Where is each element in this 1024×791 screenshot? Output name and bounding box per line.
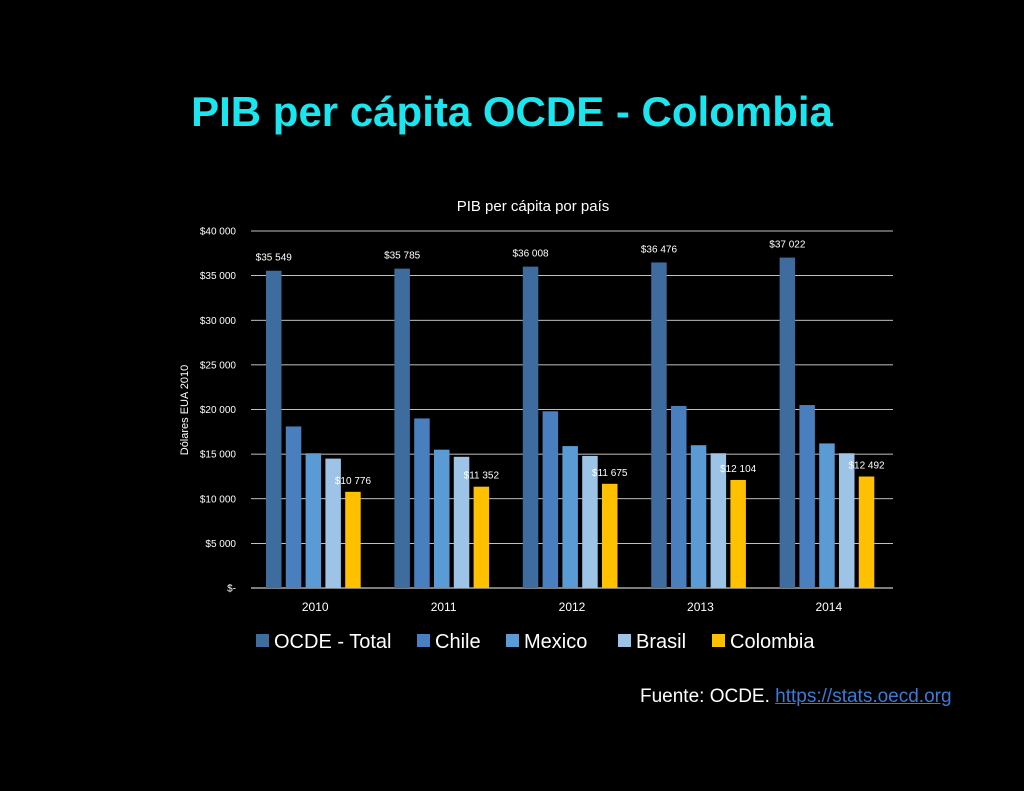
- source-prefix: Fuente: OCDE.: [640, 686, 770, 707]
- data-label: $36 008: [512, 249, 549, 260]
- bar: [671, 405, 687, 588]
- bar: [542, 411, 559, 588]
- data-label: $11 675: [592, 468, 628, 479]
- data-label: $35 549: [256, 253, 293, 264]
- x-tick-label: 2014: [815, 600, 842, 614]
- legend-label: Mexico: [524, 631, 587, 653]
- y-tick-label: $30 000: [200, 316, 237, 327]
- bar: [414, 418, 430, 588]
- legend-swatch: [506, 634, 519, 647]
- bar: [799, 405, 815, 588]
- bar: [651, 262, 667, 588]
- y-axis-label: Dólares EUA 2010: [179, 365, 191, 456]
- y-tick-label: $5 000: [205, 539, 236, 550]
- source-note: Fuente: OCDE. https://stats.oecd.org: [640, 686, 952, 708]
- bar: [730, 479, 746, 588]
- x-tick-labels: 2010 2011 2012 2013 2014: [302, 600, 843, 614]
- bar: [690, 445, 707, 588]
- bar: [602, 483, 618, 588]
- data-label: $35 785: [384, 251, 421, 262]
- legend-swatch: [712, 634, 725, 647]
- legend: OCDE - Total Chile Mexico Brasil Colombia: [256, 631, 815, 653]
- y-tick-label: $10 000: [200, 494, 237, 505]
- legend-label: OCDE - Total: [274, 631, 391, 653]
- data-labels: $35 549 $10 776 $35 785 $11 352 $36 008 $11 6…: [256, 240, 885, 487]
- y-tick-label: $25 000: [200, 360, 237, 371]
- data-label: $12 492: [848, 461, 885, 472]
- x-tick-label: 2011: [431, 600, 457, 614]
- bar: [779, 257, 796, 588]
- legend-label: Brasil: [636, 631, 686, 653]
- y-tick-label: $15 000: [200, 450, 237, 461]
- bar: [582, 455, 598, 588]
- bar: [285, 426, 302, 588]
- bar: [394, 268, 410, 588]
- bar: [819, 443, 835, 588]
- legend-swatch: [618, 634, 631, 647]
- bars: [266, 257, 875, 588]
- bar: [473, 486, 490, 588]
- legend-swatch: [417, 634, 430, 647]
- y-tick-labels: $- $5 000 $10 000 $15 000 $20 000 $25 000 $30 …: [200, 227, 237, 595]
- bar: [266, 270, 282, 588]
- bar: [710, 453, 727, 588]
- bar: [325, 458, 341, 588]
- y-tick-label: $-: [227, 584, 236, 595]
- legend-label: Chile: [435, 631, 481, 653]
- y-tick-label: $20 000: [200, 405, 237, 416]
- data-label: $12 104: [720, 464, 757, 475]
- bar: [839, 453, 855, 588]
- data-label: $11 352: [464, 471, 500, 482]
- bar: [345, 491, 361, 588]
- bar: [453, 456, 470, 588]
- slide-title: PIB per cápita OCDE - Colombia: [191, 88, 833, 135]
- x-tick-label: 2010: [302, 600, 329, 614]
- bar: [858, 476, 875, 588]
- bar: [522, 266, 539, 588]
- data-label: $36 476: [641, 244, 678, 255]
- chart-title: PIB per cápita por país: [457, 198, 610, 215]
- bar: [562, 446, 578, 588]
- data-label: $37 022: [769, 240, 806, 251]
- legend-label: Colombia: [730, 631, 815, 653]
- data-label: $10 776: [335, 476, 372, 487]
- legend-swatch: [256, 634, 269, 647]
- x-tick-label: 2012: [559, 600, 586, 614]
- source-link[interactable]: https://stats.oecd.org: [775, 686, 952, 707]
- y-tick-label: $40 000: [200, 227, 237, 238]
- x-tick-label: 2013: [687, 600, 714, 614]
- y-tick-label: $35 000: [200, 271, 237, 282]
- bar: [305, 453, 322, 588]
- bar: [434, 449, 450, 588]
